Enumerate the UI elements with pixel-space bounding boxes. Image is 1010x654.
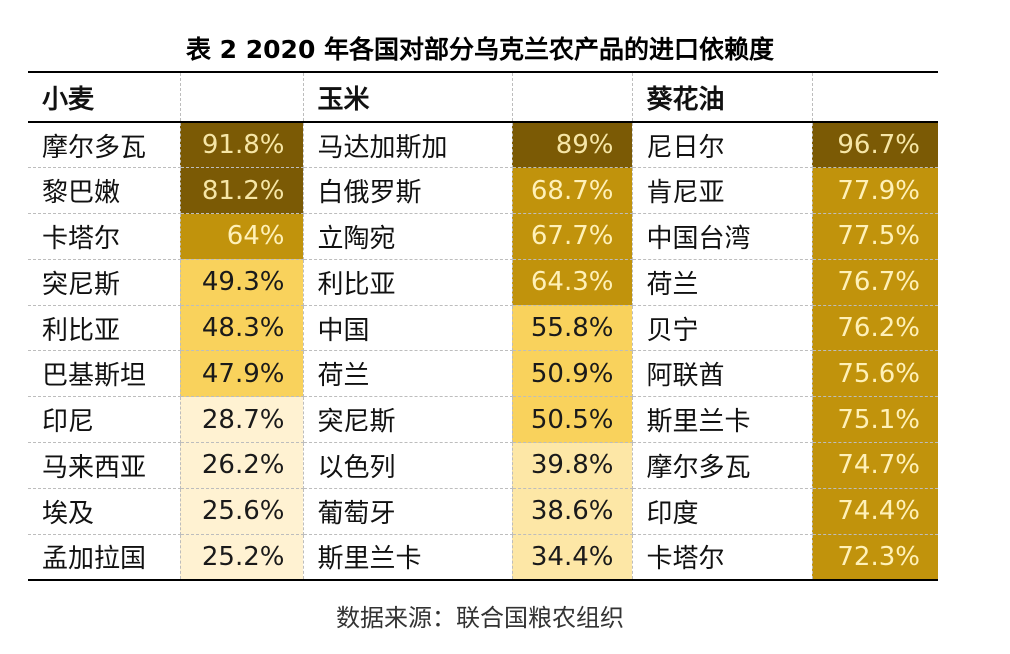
dependence-value-cell: 81.2% — [179, 167, 304, 215]
dependence-value-cell: 28.7% — [179, 396, 304, 444]
dependence-value-cell: 64.3% — [511, 258, 633, 306]
dependence-value-cell: 25.6% — [179, 487, 304, 535]
table-row: 突尼斯 49.3% 利比亚 64.3% 荷兰 76.7% — [28, 258, 938, 306]
table-row: 埃及 25.6% 葡萄牙 38.6% 印度 74.4% — [28, 487, 938, 535]
dependence-value-cell: 34.4% — [511, 533, 633, 581]
country-cell: 白俄罗斯 — [302, 167, 513, 215]
country-cell: 突尼斯 — [28, 258, 181, 306]
dependence-value-cell: 25.2% — [179, 533, 304, 581]
country-cell: 中国 — [302, 304, 513, 352]
header-wheat: 小麦 — [28, 71, 181, 123]
dependence-value-cell: 89% — [511, 121, 633, 169]
dependence-value-cell: 91.8% — [179, 121, 304, 169]
country-cell: 利比亚 — [302, 258, 513, 306]
dependence-value-cell: 55.8% — [511, 304, 633, 352]
dependence-value-cell: 96.7% — [811, 121, 938, 169]
country-cell: 巴基斯坦 — [28, 350, 181, 398]
dependence-value-cell: 47.9% — [179, 350, 304, 398]
header-sunflower-oil: 葵花油 — [631, 71, 813, 123]
country-cell: 葡萄牙 — [302, 487, 513, 535]
dependence-value-cell: 67.7% — [511, 213, 633, 260]
dependence-value-cell: 50.9% — [511, 350, 633, 398]
dependence-value-cell: 49.3% — [179, 258, 304, 306]
country-cell: 摩尔多瓦 — [631, 442, 813, 489]
country-cell: 印尼 — [28, 396, 181, 444]
dependence-value-cell: 50.5% — [511, 396, 633, 444]
dependence-value-cell: 68.7% — [511, 167, 633, 215]
source-note: 数据来源：联合国粮农组织 — [336, 604, 624, 632]
country-cell: 阿联酋 — [631, 350, 813, 398]
country-cell: 以色列 — [302, 442, 513, 489]
table-row: 巴基斯坦 47.9% 荷兰 50.9% 阿联酋 75.6% — [28, 350, 938, 398]
dependence-value-cell: 72.3% — [811, 533, 938, 581]
dependence-value-cell: 74.4% — [811, 487, 938, 535]
dependence-value-cell: 74.7% — [811, 442, 938, 489]
country-cell: 利比亚 — [28, 304, 181, 352]
table-row: 摩尔多瓦 91.8% 马达加斯加 89% 尼日尔 96.7% — [28, 121, 938, 169]
country-cell: 肯尼亚 — [631, 167, 813, 215]
country-cell: 埃及 — [28, 487, 181, 535]
dependence-value-cell: 75.1% — [811, 396, 938, 444]
dependence-value-cell: 64% — [179, 213, 304, 260]
dependence-value-cell: 26.2% — [179, 442, 304, 489]
country-cell: 斯里兰卡 — [302, 533, 513, 581]
country-cell: 黎巴嫩 — [28, 167, 181, 215]
country-cell: 荷兰 — [302, 350, 513, 398]
country-cell: 突尼斯 — [302, 396, 513, 444]
country-cell: 卡塔尔 — [28, 213, 181, 260]
country-cell: 卡塔尔 — [631, 533, 813, 581]
table-row: 黎巴嫩 81.2% 白俄罗斯 68.7% 肯尼亚 77.9% — [28, 167, 938, 215]
header-corn: 玉米 — [302, 71, 513, 123]
table-row: 马来西亚 26.2% 以色列 39.8% 摩尔多瓦 74.7% — [28, 442, 938, 489]
table-title: 表 2 2020 年各国对部分乌克兰农产品的进口依赖度 — [185, 35, 775, 64]
dependence-value-cell: 75.6% — [811, 350, 938, 398]
dependence-value-cell: 77.5% — [811, 213, 938, 260]
dependence-value-cell: 38.6% — [511, 487, 633, 535]
table-row: 印尼 28.7% 突尼斯 50.5% 斯里兰卡 75.1% — [28, 396, 938, 444]
dependence-value-cell: 76.2% — [811, 304, 938, 352]
country-cell: 立陶宛 — [302, 213, 513, 260]
country-cell: 马来西亚 — [28, 442, 181, 489]
dependence-value-cell: 39.8% — [511, 442, 633, 489]
country-cell: 尼日尔 — [631, 121, 813, 169]
import-dependence-table: 小麦 玉米 葵花油 摩尔多瓦 91.8% 马达加斯加 89% 尼日尔 96.7% 黎巴嫩 81… — [28, 71, 938, 581]
country-cell: 荷兰 — [631, 258, 813, 306]
country-cell: 印度 — [631, 487, 813, 535]
country-cell: 斯里兰卡 — [631, 396, 813, 444]
header-row: 小麦 玉米 葵花油 — [28, 71, 938, 123]
country-cell: 马达加斯加 — [302, 121, 513, 169]
country-cell: 中国台湾 — [631, 213, 813, 260]
country-cell: 摩尔多瓦 — [28, 121, 181, 169]
table-row: 卡塔尔 64% 立陶宛 67.7% 中国台湾 77.5% — [28, 213, 938, 260]
country-cell: 孟加拉国 — [28, 533, 181, 581]
country-cell: 贝宁 — [631, 304, 813, 352]
table-row: 孟加拉国 25.2% 斯里兰卡 34.4% 卡塔尔 72.3% — [28, 533, 938, 581]
dependence-value-cell: 48.3% — [179, 304, 304, 352]
dependence-value-cell: 76.7% — [811, 258, 938, 306]
dependence-value-cell: 77.9% — [811, 167, 938, 215]
table-row: 利比亚 48.3% 中国 55.8% 贝宁 76.2% — [28, 304, 938, 352]
